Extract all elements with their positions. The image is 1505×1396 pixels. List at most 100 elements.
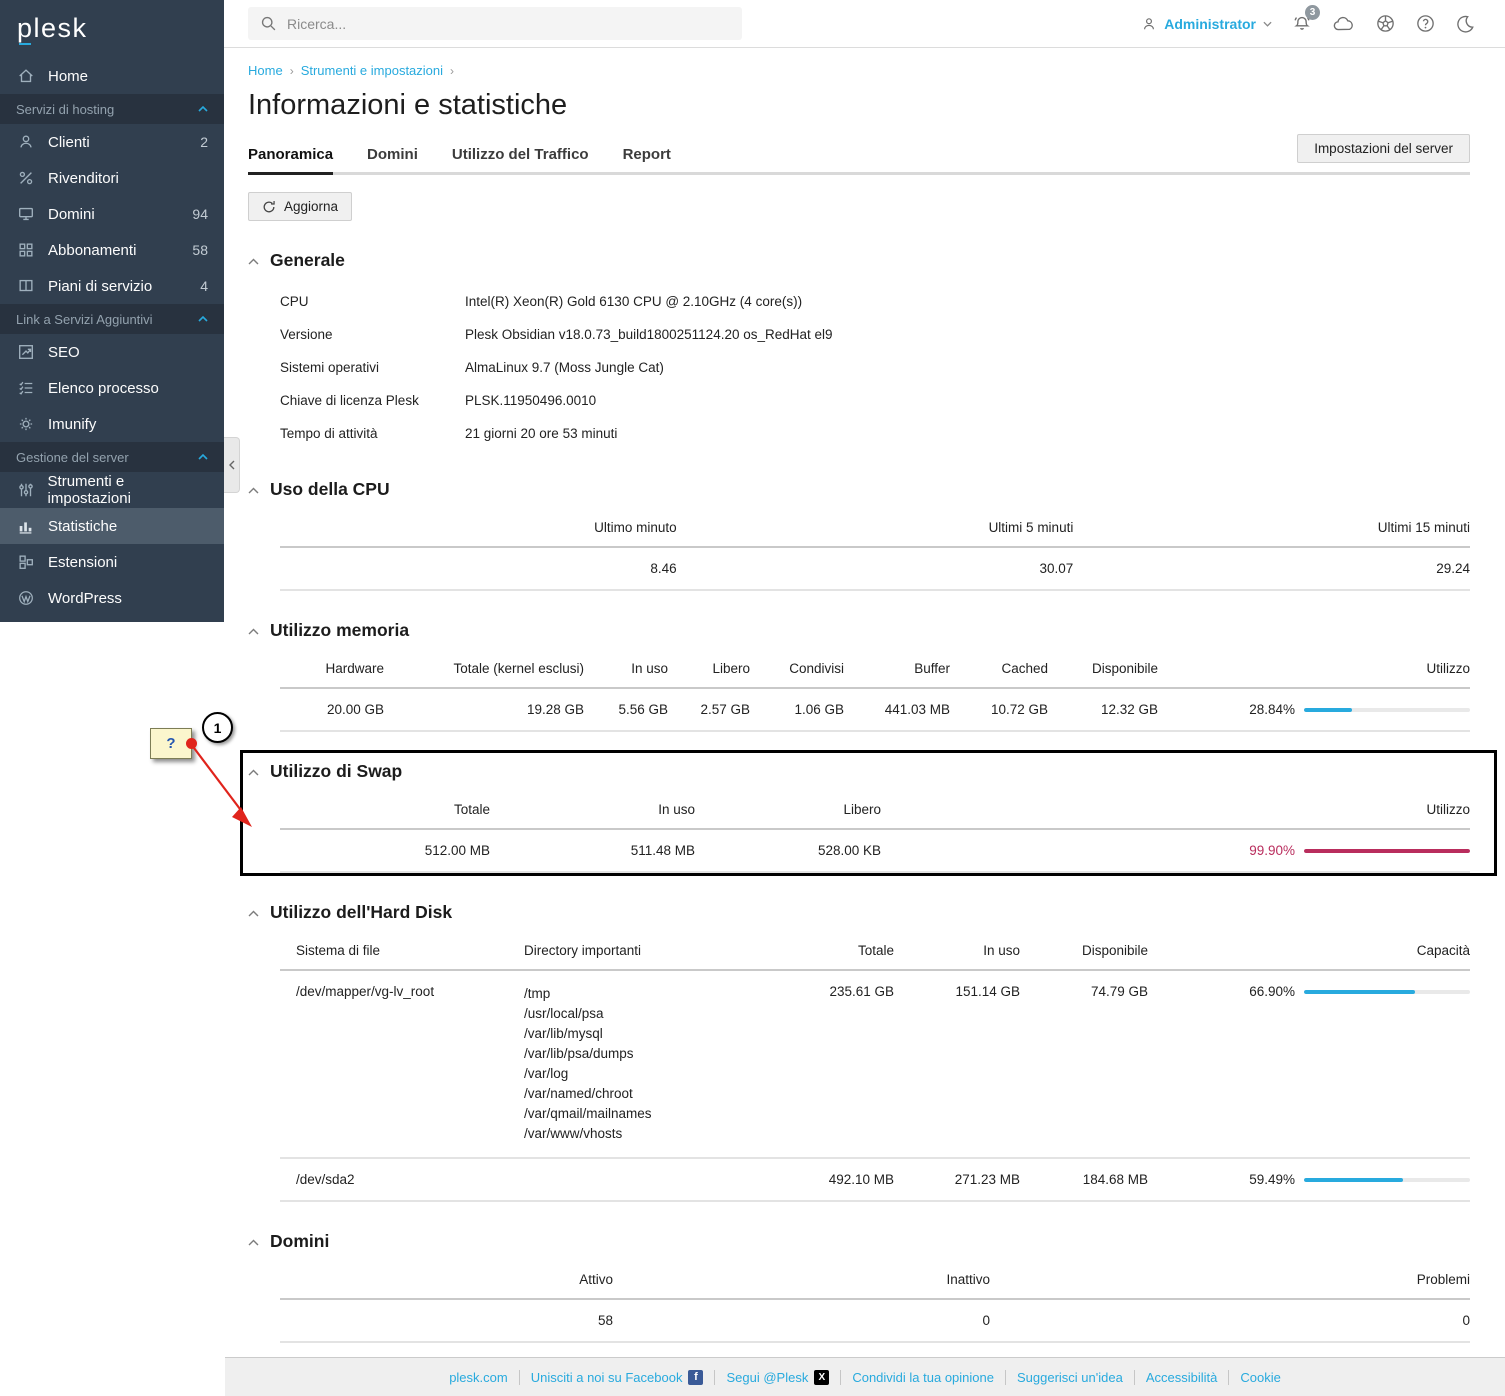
memory-usage-cell: 28.84% [1158, 702, 1470, 717]
section-title: Uso della CPU [270, 479, 390, 499]
disk-table-header: Sistema di file Directory importanti Tot… [280, 927, 1470, 971]
sidebar-item-clienti[interactable]: Clienti 2 [0, 124, 224, 160]
collapse-caret-icon[interactable] [248, 256, 259, 265]
tab-report[interactable]: Report [622, 146, 671, 163]
collapse-caret-icon[interactable] [248, 485, 259, 494]
ball-button[interactable] [1375, 13, 1396, 34]
sidebar-section-server[interactable]: Gestione del server [0, 442, 224, 472]
moon-icon [1457, 15, 1474, 33]
ball-icon [1377, 15, 1394, 32]
footer-link-twitter[interactable]: Segui @Plesk X [715, 1369, 842, 1385]
usage-percent: 66.90% [1249, 984, 1295, 999]
sidebar-item-label: Clienti [48, 133, 90, 151]
sidebar-item-label: Strumenti e impostazioni [47, 473, 131, 507]
tab-panoramica[interactable]: Panoramica [248, 146, 334, 175]
cloud-icon [1333, 16, 1353, 30]
sidebar-item-count: 2 [200, 134, 208, 150]
annotation-arrow [193, 747, 252, 827]
collapse-caret-icon[interactable] [248, 908, 259, 917]
extensions-icon [16, 553, 36, 571]
sidebar-item-domini[interactable]: Domini 94 [0, 196, 224, 232]
sidebar-item-strumenti-e-impostazioni[interactable]: Strumenti e impostazioni [0, 472, 224, 508]
footer-link-facebook[interactable]: Unisciti a noi su Facebook f [520, 1369, 716, 1385]
disk-table-row: /dev/mapper/vg-lv_root /tmp /usr/local/p… [280, 971, 1470, 1159]
sidebar-item-wordpress[interactable]: WordPress [0, 580, 224, 616]
server-settings-button[interactable]: Impostazioni del server [1297, 134, 1470, 163]
footer-link-accessibility[interactable]: Accessibilità [1135, 1369, 1230, 1385]
cloud-button[interactable] [1332, 14, 1356, 34]
sidebar-item-statistiche[interactable]: Statistiche [0, 508, 224, 544]
sidebar-section-links[interactable]: Link a Servizi Aggiuntivi [0, 304, 224, 334]
usage-bar [1304, 848, 1470, 853]
refresh-button[interactable]: Aggiorna [248, 192, 353, 221]
clients-icon [16, 133, 36, 151]
footer-link-cookie[interactable]: Cookie [1240, 1369, 1281, 1385]
main-content: Home › Strumenti e impostazioni › Inform… [150, 48, 1505, 1343]
statistics-icon [16, 517, 36, 535]
breadcrumb-home[interactable]: Home [248, 63, 283, 78]
general-row: CPU Intel(R) Xeon(R) Gold 6130 CPU @ 2.10… [280, 294, 803, 309]
sidebar-section-label: Link a Servizi Aggiuntivi [16, 311, 153, 327]
sidebar-item-elenco-processo[interactable]: Elenco processo [0, 370, 224, 406]
search-input[interactable] [287, 15, 730, 32]
sidebar-collapse-handle[interactable] [224, 437, 240, 493]
disk-usage-cell: 66.90% [1148, 984, 1470, 999]
section-domini: Domini Attivo Inattivo Problemi 58 0 0 [248, 1231, 1470, 1343]
sidebar-item-estensioni[interactable]: Estensioni [0, 544, 224, 580]
cpu-table-header: Ultimo minuto Ultimi 5 minuti Ultimi 15 mi… [280, 504, 1470, 548]
chevron-left-icon [228, 460, 234, 470]
search-box[interactable] [248, 7, 742, 40]
user-icon [1144, 17, 1155, 29]
wordpress-icon [16, 589, 36, 607]
sidebar-item-imunify[interactable]: Imunify [0, 406, 224, 442]
cpu-table-row: 8.46 30.07 29.24 [280, 548, 1470, 591]
sidebar-section-label: Servizi di hosting [16, 101, 115, 117]
plesk-logo[interactable]: plesk [0, 0, 224, 58]
sidebar-item-count: 58 [192, 242, 208, 258]
sidebar-item-abbonamenti[interactable]: Abbonamenti 58 [0, 232, 224, 268]
footer-link-feedback[interactable]: Condividi la tua opinione [841, 1369, 1006, 1385]
chevron-up-icon [198, 106, 208, 112]
tab-domini[interactable]: Domini [367, 146, 418, 163]
facebook-icon: f [688, 1369, 704, 1385]
general-row: Sistemi operativi AlmaLinux 9.7 (Moss Jun… [280, 360, 664, 375]
domains-table-row: 58 0 0 [280, 1300, 1470, 1343]
sidebar-item-rivenditori[interactable]: Rivenditori [0, 160, 224, 196]
sidebar-item-label: Home [48, 67, 89, 85]
sidebar-item-count: 94 [192, 206, 208, 222]
footer: plesk.com Unisciti a noi su Facebook f Se… [225, 1357, 1505, 1396]
sidebar-item-seo[interactable]: SEO [0, 334, 224, 370]
chevron-down-icon [1263, 21, 1272, 27]
section-title: Utilizzo dell'Hard Disk [270, 902, 453, 922]
tab-utilizzo-traffico[interactable]: Utilizzo del Traffico [451, 146, 589, 163]
annotation-dot [186, 738, 197, 749]
process-list-icon [16, 379, 36, 397]
sidebar-item-piani-di-servizio[interactable]: Piani di servizio 4 [0, 268, 224, 304]
home-icon [16, 67, 36, 85]
imunify-gear-icon [16, 415, 36, 433]
section-generale: Generale CPU Intel(R) Xeon(R) Gold 6130 C… [248, 250, 1470, 450]
breadcrumb-tools-settings[interactable]: Strumenti e impostazioni [300, 63, 444, 78]
sidebar-section-hosting[interactable]: Servizi di hosting [0, 94, 224, 124]
footer-link-plesk-com[interactable]: plesk.com [438, 1369, 520, 1385]
sidebar-item-label: Imunify [48, 415, 97, 433]
section-hard-disk: Utilizzo dell'Hard Disk Sistema di file … [248, 902, 1470, 1202]
tab-bar: Panoramica Domini Utilizzo del Traffico … [248, 134, 1470, 175]
general-row: Versione Plesk Obsidian v18.0.73_build180… [280, 327, 833, 342]
section-title: Domini [270, 1231, 330, 1251]
user-menu[interactable]: Administrator [1141, 16, 1272, 32]
swap-table-header: Totale In uso Libero Utilizzo [280, 786, 1470, 830]
general-row: Chiave di licenza Plesk PLSK.11950496.001… [280, 393, 597, 408]
sidebar: plesk Home Servizi di hosting Clienti 2 … [0, 0, 224, 622]
collapse-caret-icon[interactable] [248, 626, 259, 635]
help-button[interactable] [1415, 13, 1436, 34]
footer-link-suggest-idea[interactable]: Suggerisci un'idea [1006, 1369, 1135, 1385]
dark-mode-toggle[interactable] [1455, 14, 1475, 34]
sidebar-item-home[interactable]: Home [0, 58, 224, 94]
collapse-caret-icon[interactable] [248, 767, 259, 776]
notifications-button[interactable]: 3 [1291, 4, 1320, 35]
sidebar-section-label: Gestione del server [16, 449, 129, 465]
collapse-caret-icon[interactable] [248, 1237, 259, 1246]
usage-percent: 28.84% [1249, 702, 1295, 717]
refresh-icon [263, 200, 275, 212]
